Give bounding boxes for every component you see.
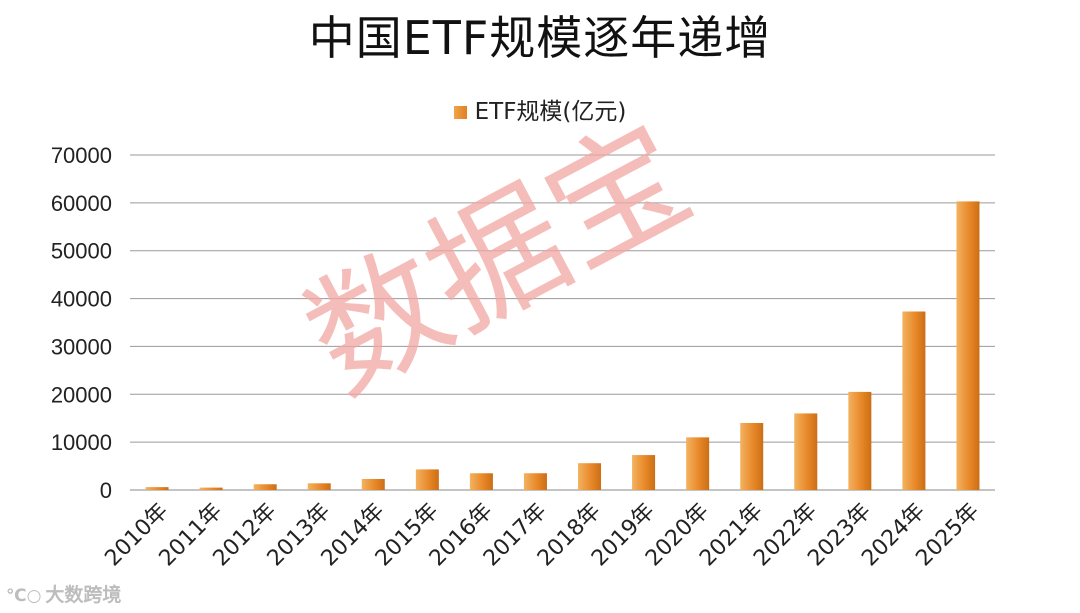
y-tick-label: 30000 bbox=[51, 334, 112, 359]
y-tick-label: 70000 bbox=[51, 143, 112, 168]
y-tick-label: 50000 bbox=[51, 239, 112, 264]
bar bbox=[632, 455, 656, 490]
bar bbox=[578, 463, 602, 490]
bar bbox=[848, 391, 872, 490]
y-tick-label: 0 bbox=[100, 478, 112, 503]
watermark: 数据宝 bbox=[283, 95, 714, 424]
bar bbox=[902, 311, 926, 490]
bar bbox=[794, 413, 818, 490]
footer-logo-text: 大数跨境 bbox=[45, 584, 122, 606]
bar bbox=[253, 484, 277, 490]
bar bbox=[415, 469, 439, 490]
bar bbox=[523, 473, 547, 490]
footer-logo: ℃○ 大数跨境 bbox=[6, 580, 121, 607]
legend-swatch bbox=[453, 106, 467, 119]
y-tick-label: 20000 bbox=[51, 382, 112, 407]
chart-title: 中国ETF规模逐年递增 bbox=[308, 11, 772, 65]
bar bbox=[740, 423, 764, 490]
bar bbox=[307, 483, 331, 490]
y-tick-label: 60000 bbox=[51, 191, 112, 216]
bar bbox=[469, 473, 493, 490]
bar bbox=[686, 437, 710, 490]
y-tick-label: 10000 bbox=[51, 430, 112, 455]
y-tick-label: 40000 bbox=[51, 287, 112, 312]
legend: ETF规模(亿元) bbox=[0, 92, 1080, 126]
bar bbox=[956, 201, 980, 490]
bar bbox=[199, 487, 223, 490]
logo-icon: ℃○ bbox=[6, 586, 42, 606]
bar bbox=[145, 487, 169, 490]
bar bbox=[361, 478, 385, 490]
legend-label: ETF规模(亿元) bbox=[474, 99, 627, 125]
